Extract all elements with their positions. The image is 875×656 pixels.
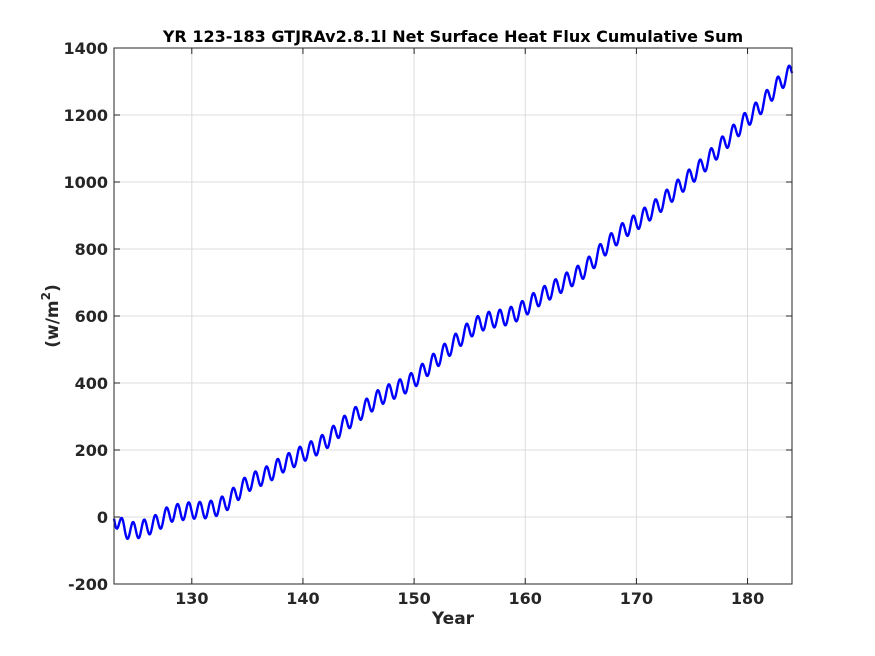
y-tick-label: 200 (75, 441, 108, 460)
svg-text:(w/m2): (w/m2) (39, 284, 63, 348)
y-tick-label: 1200 (63, 106, 108, 125)
y-tick-label: 600 (75, 307, 108, 326)
chart-title: YR 123-183 GTJRAv2.8.1l Net Surface Heat… (162, 27, 743, 46)
x-tick-label: 140 (286, 589, 319, 608)
x-tick-labels: 130 140 150 160 170 180 (175, 589, 764, 608)
x-tick-label: 160 (509, 589, 542, 608)
y-tick-label: 1000 (63, 173, 108, 192)
x-tick-label: 170 (620, 589, 653, 608)
y-tick-label: 800 (75, 240, 108, 259)
x-tick-label: 130 (175, 589, 208, 608)
y-axis-label-base: (w/m (43, 300, 63, 347)
y-axis-label: (w/m2) (39, 284, 63, 348)
y-tick-label: 400 (75, 374, 108, 393)
plot-area-border (113, 47, 793, 585)
x-tick-label: 180 (731, 589, 764, 608)
series-line (112, 64, 794, 541)
y-axis-label-superscript: 2 (39, 292, 53, 300)
y-tick-label: 1400 (63, 39, 108, 58)
y-tick-label: -200 (68, 575, 108, 594)
y-axis-label-tail: ) (43, 284, 63, 292)
y-tick-labels: -200 0 200 400 600 800 1000 1200 1400 (63, 39, 108, 594)
y-tick-label: 0 (97, 508, 108, 527)
x-axis-label: Year (431, 609, 475, 629)
x-tick-label: 150 (397, 589, 430, 608)
